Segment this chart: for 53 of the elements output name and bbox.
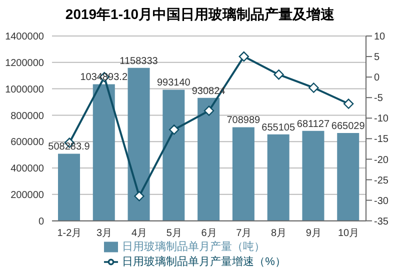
y2-tick-label: -35 xyxy=(374,216,389,228)
bar xyxy=(162,90,185,221)
bar xyxy=(337,133,360,221)
y-tick-label: 200000 xyxy=(10,190,44,201)
data-label: 681127 xyxy=(296,118,330,130)
y-tick-label: 1400000 xyxy=(5,32,44,43)
x-tick-label: 6月 xyxy=(201,228,217,239)
bar xyxy=(232,127,254,221)
chart-title: 2019年1-10月中国日用玻璃制品产量及增速 xyxy=(64,6,336,24)
bar xyxy=(198,98,220,221)
bar xyxy=(302,130,324,221)
y2-tick-label: -5 xyxy=(374,93,384,104)
point xyxy=(308,82,319,93)
data-label: 708989 xyxy=(226,115,261,126)
point xyxy=(204,106,214,116)
y2-tick-label: -30 xyxy=(374,196,389,207)
x-tick-label: 3月 xyxy=(96,228,112,239)
bar xyxy=(267,134,290,221)
x-tick-label: 1-2月 xyxy=(57,228,82,239)
y2-tick-label: -20 xyxy=(374,154,389,166)
legend-label: 日用玻璃制品单月产量增速（%） xyxy=(122,256,286,268)
x-tick-label: 5月 xyxy=(166,228,182,239)
data-label: 1158333 xyxy=(120,56,158,67)
y-tick-label: 0 xyxy=(38,216,44,228)
data-label: 655105 xyxy=(262,122,296,134)
y2-tick-label: 5 xyxy=(374,52,380,64)
point xyxy=(238,51,249,62)
x-tick-label: 7月 xyxy=(236,228,252,239)
legend-label: 日用玻璃制品单月产量（吨） xyxy=(122,240,266,253)
y2-tick-label: -15 xyxy=(374,134,389,146)
y-tick-label: 1000000 xyxy=(5,84,44,96)
y-tick-label: 1200000 xyxy=(5,58,44,69)
x-tick-label: 10月 xyxy=(338,228,360,239)
x-tick-label: 4月 xyxy=(131,228,148,239)
x-tick-label: 9月 xyxy=(306,228,322,239)
y-tick-label: 400000 xyxy=(10,164,44,175)
data-label: 665029 xyxy=(331,121,366,132)
data-label: 993140 xyxy=(156,78,191,89)
bar xyxy=(58,154,80,221)
y2-tick-label: 10 xyxy=(374,32,386,43)
y2-tick-label: 0 xyxy=(374,72,380,84)
point xyxy=(134,191,144,202)
bar xyxy=(92,84,115,221)
y2-tick-label: -25 xyxy=(374,175,389,186)
bar xyxy=(128,68,150,221)
point xyxy=(169,124,180,135)
point xyxy=(274,70,284,80)
point xyxy=(343,98,354,109)
y-tick-label: 800000 xyxy=(10,110,44,122)
y-tick-label: 600000 xyxy=(10,137,44,148)
y2-tick-label: -10 xyxy=(374,114,389,125)
data-label: 508283.9 xyxy=(48,142,90,153)
x-tick-label: 8月 xyxy=(270,228,287,239)
